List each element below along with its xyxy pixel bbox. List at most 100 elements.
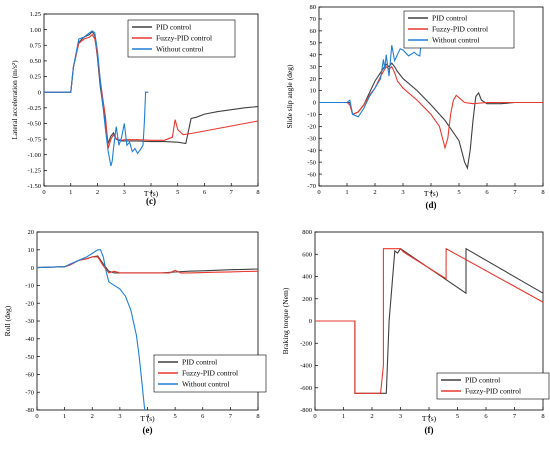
x-tick-label: 4 — [429, 189, 433, 196]
legend-label: Fuzzy-PID control — [182, 369, 238, 378]
x-tick-label: 0 — [35, 413, 38, 420]
x-tick-label: 0 — [42, 189, 45, 196]
y-tick-label: -70 — [307, 183, 316, 190]
y-axis-title: Roll (deg) — [3, 305, 12, 336]
y-tick-label: -1.25 — [27, 168, 41, 175]
y-tick-label: 0 — [38, 89, 41, 96]
y-tick-label: -400 — [300, 363, 312, 370]
y-tick-label: -1.00 — [27, 152, 41, 159]
y-axis-title: Braking torque (Nem) — [281, 287, 290, 354]
y-tick-label: -30 — [25, 318, 34, 325]
x-tick-label: 5 — [456, 413, 459, 420]
legend-label: Fuzzy-PID control — [465, 387, 521, 396]
y-tick-label: -50 — [307, 159, 316, 166]
y-tick-label: 70 — [310, 16, 317, 23]
y-tick-label: 800 — [302, 229, 312, 236]
y-tick-label: -70 — [25, 389, 34, 396]
x-axis-title: T (s) — [144, 189, 159, 198]
y-tick-label: 400 — [302, 274, 312, 281]
y-tick-label: -60 — [25, 372, 34, 379]
series-line-1 — [37, 256, 258, 274]
series-line-1 — [319, 65, 543, 150]
y-tick-label: -20 — [307, 124, 316, 131]
y-tick-label: -800 — [300, 407, 312, 414]
y-tick-label: 10 — [310, 88, 317, 95]
x-tick-label: 4 — [146, 413, 150, 420]
x-tick-label: 4 — [427, 413, 431, 420]
series-line-0 — [319, 62, 543, 170]
legend-label: PID control — [465, 376, 500, 385]
x-tick-label: 7 — [513, 189, 517, 196]
y-tick-label: 60 — [310, 28, 317, 35]
x-tick-label: 8 — [256, 413, 259, 420]
x-tick-label: 3 — [401, 189, 404, 196]
chart-panel-0: 0 1 2 3 4 5 6 7 8 1.25 1.00 0.75 0.50 0.25 0 -0.25 -0.50… — [10, 11, 260, 206]
x-tick-label: 5 — [174, 413, 177, 420]
legend-label: Fuzzy-PID control — [156, 34, 212, 43]
legend-label: Without control — [182, 380, 229, 389]
x-tick-label: 5 — [457, 189, 460, 196]
series-line-2 — [319, 25, 429, 118]
y-tick-label: 20 — [28, 229, 35, 236]
y-axis-title: Slide slip angle (deg) — [285, 64, 294, 128]
x-tick-label: 0 — [313, 413, 316, 420]
y-tick-label: 0 — [313, 100, 316, 107]
chart-panel-1: 0 1 2 3 4 5 6 7 8 80 70 60 50 40 30 20 10 0 -10 -20 -30 -40 -5… — [285, 4, 545, 210]
y-tick-label: -0.50 — [27, 121, 41, 128]
x-tick-label: 2 — [370, 413, 373, 420]
x-tick-label: 6 — [485, 189, 489, 196]
x-tick-label: 6 — [201, 413, 205, 420]
x-tick-label: 7 — [513, 413, 517, 420]
x-tick-label: 8 — [256, 189, 259, 196]
y-tick-label: 200 — [302, 296, 312, 303]
y-tick-label: 0 — [309, 318, 312, 325]
legend: PID control Fuzzy-PID control Without cont… — [127, 19, 236, 58]
x-tick-label: 0 — [317, 189, 320, 196]
x-tick-label: 1 — [69, 189, 72, 196]
y-tick-label: 0.25 — [30, 74, 41, 81]
y-tick-label: -80 — [25, 407, 34, 414]
y-tick-label: 1.25 — [30, 11, 41, 18]
legend-label: Without control — [432, 36, 479, 45]
x-tick-label: 2 — [373, 189, 376, 196]
panel-label: (c) — [146, 196, 156, 206]
legend: PID control Fuzzy-PID control Without cont… — [153, 354, 267, 393]
legend: PID control Fuzzy-PID control Without cont… — [403, 10, 515, 49]
x-tick-label: 1 — [342, 413, 345, 420]
x-tick-label: 7 — [230, 189, 234, 196]
x-axis-title: T (s) — [140, 414, 155, 423]
y-tick-label: -40 — [307, 147, 316, 154]
chart-panel-2: 0 1 2 3 4 5 6 7 8 20 10 0 -10 -20 -30 -40 -50 -60 -70 -80 T … — [3, 229, 267, 435]
panel-label: (e) — [143, 425, 153, 435]
legend-label: Without control — [156, 45, 203, 54]
legend-label: Fuzzy-PID control — [432, 25, 488, 34]
legend-label: PID control — [182, 358, 217, 367]
x-tick-label: 8 — [541, 413, 544, 420]
y-tick-label: 600 — [302, 251, 312, 258]
y-tick-label: 1.00 — [30, 27, 41, 34]
y-tick-label: 30 — [310, 64, 317, 71]
legend-label: PID control — [432, 14, 467, 23]
y-tick-label: -40 — [25, 336, 34, 343]
chart-panel-3: 0 1 2 3 4 5 6 7 8 800 600 400 200 0 -200 -400 -600 -800 T … — [281, 229, 550, 435]
x-tick-label: 1 — [345, 189, 348, 196]
y-tick-label: -50 — [25, 354, 34, 361]
y-tick-label: -30 — [307, 135, 316, 142]
panel-label: (d) — [426, 200, 437, 210]
panel-label: (f) — [425, 425, 434, 435]
y-tick-label: 20 — [310, 76, 317, 83]
x-tick-label: 1 — [63, 413, 66, 420]
y-tick-label: -200 — [300, 340, 312, 347]
series-line-1 — [315, 247, 543, 394]
x-tick-label: 7 — [229, 413, 233, 420]
x-tick-label: 3 — [118, 413, 121, 420]
x-tick-label: 5 — [176, 189, 179, 196]
y-tick-label: 0 — [31, 265, 34, 272]
x-tick-label: 2 — [91, 413, 94, 420]
y-tick-label: 80 — [310, 4, 317, 11]
x-axis-title: T (s) — [424, 189, 439, 198]
series-line-2 — [37, 249, 146, 410]
x-tick-label: 3 — [123, 189, 126, 196]
